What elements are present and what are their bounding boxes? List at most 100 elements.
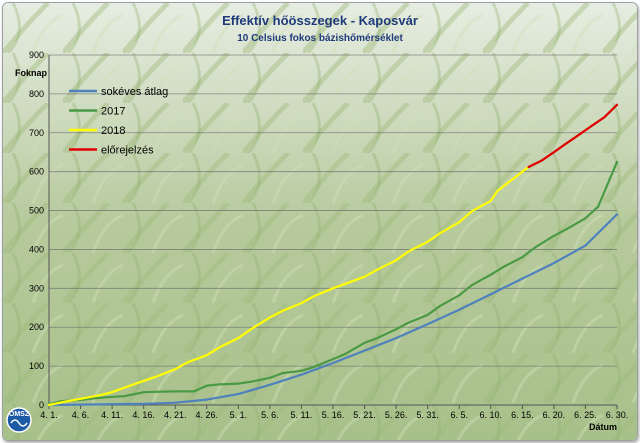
x-tick-label: 4. 6. xyxy=(72,410,90,420)
data-point xyxy=(502,265,505,268)
data-point xyxy=(603,116,606,119)
y-tick-label: 900 xyxy=(29,50,44,60)
data-point xyxy=(332,362,334,364)
x-tick-label: 4. 21. xyxy=(164,410,187,420)
x-tick-label: 6. 15. xyxy=(511,410,534,420)
data-point xyxy=(521,277,524,280)
data-point xyxy=(111,391,114,394)
x-tick-label: 5. 26. xyxy=(385,410,408,420)
data-point xyxy=(489,293,492,296)
data-point xyxy=(470,284,473,287)
y-tick-label: 100 xyxy=(29,361,44,371)
legend-label: előrejelzés xyxy=(101,145,154,157)
data-point xyxy=(590,124,593,127)
data-point xyxy=(300,302,303,305)
x-tick-label: 5. 11. xyxy=(291,410,313,420)
data-point xyxy=(281,372,284,375)
x-tick-label: 6. 30. xyxy=(606,410,629,420)
x-tick-label: 4. 11. xyxy=(101,410,123,420)
data-point xyxy=(426,323,429,326)
y-tick-label: 700 xyxy=(29,128,44,138)
data-point xyxy=(521,256,524,259)
omsz-logo-wave-icon xyxy=(10,419,28,427)
y-tick-label: 0 xyxy=(39,400,44,410)
data-point xyxy=(363,349,366,352)
data-point xyxy=(534,246,536,249)
data-point xyxy=(616,160,618,163)
data-point xyxy=(281,309,284,312)
data-point xyxy=(407,250,410,253)
data-point xyxy=(496,190,499,193)
data-point xyxy=(98,394,101,397)
x-tick-label: 4. 16. xyxy=(132,410,155,420)
legend: sokéves átlag 2017 2018 előrejelzés xyxy=(69,86,168,157)
data-point xyxy=(489,199,492,202)
axes xyxy=(48,55,617,406)
x-tick-label: 6. 20. xyxy=(543,410,566,420)
data-point xyxy=(174,401,177,404)
data-point xyxy=(565,228,568,231)
y-tick-label: 800 xyxy=(29,89,44,99)
legend-label: 2018 xyxy=(101,125,125,137)
chart-background-texture xyxy=(3,3,637,440)
data-point xyxy=(616,103,618,106)
data-point xyxy=(458,294,461,297)
data-point xyxy=(79,403,82,406)
series-line-3 xyxy=(527,103,619,169)
data-point xyxy=(395,259,398,262)
data-point xyxy=(155,390,158,393)
series-lines xyxy=(47,103,619,407)
data-point xyxy=(395,337,398,340)
data-point xyxy=(237,382,240,385)
line-chart: Effektív hőösszegek - Kaposvár 10 Celsiu… xyxy=(3,3,637,440)
data-point xyxy=(268,316,271,319)
x-tick-label: 5. 1. xyxy=(230,410,248,420)
data-point xyxy=(458,308,461,311)
data-point xyxy=(66,400,69,403)
x-tick-label: 5. 6. xyxy=(261,410,279,420)
y-tick-label: 200 xyxy=(29,322,44,332)
y-tick-label: 500 xyxy=(29,206,44,216)
data-point xyxy=(552,151,555,154)
data-point xyxy=(363,275,366,278)
data-point xyxy=(597,205,600,208)
data-point xyxy=(250,380,252,383)
data-point xyxy=(218,346,221,349)
data-point xyxy=(407,321,410,324)
x-tick-label: 4. 1. xyxy=(40,410,58,420)
x-tick-label: 4. 26. xyxy=(196,410,219,420)
data-point xyxy=(313,295,316,298)
data-point xyxy=(584,217,587,220)
data-point xyxy=(332,287,334,290)
data-point xyxy=(300,369,303,372)
y-tick-label: 300 xyxy=(29,283,44,293)
x-tick-label: 5. 21. xyxy=(353,410,376,420)
data-point xyxy=(552,262,555,265)
x-axis-ticks: 4. 1. 4. 6. 4. 11. 4. 16. 4. 21. 4. 26. 5. 1. 5… xyxy=(40,405,628,420)
data-point xyxy=(205,384,208,387)
x-tick-label: 6. 25. xyxy=(574,410,597,420)
x-tick-label: 5. 31. xyxy=(416,410,439,420)
data-point xyxy=(489,273,492,276)
data-point xyxy=(376,337,379,340)
legend-label: 2017 xyxy=(101,106,125,118)
omsz-logo: OMSZ xyxy=(6,407,32,433)
data-point xyxy=(527,166,530,168)
data-point xyxy=(552,234,555,237)
x-tick-label: 5. 16. xyxy=(322,410,345,420)
data-point xyxy=(205,354,208,357)
data-point xyxy=(376,268,379,271)
data-point xyxy=(111,395,114,398)
data-point xyxy=(268,383,271,386)
data-point xyxy=(584,244,587,247)
legend-label: sokéves átlag xyxy=(101,86,168,98)
data-point xyxy=(344,282,347,285)
data-point xyxy=(578,133,581,136)
data-point xyxy=(250,328,252,331)
data-point xyxy=(142,391,145,394)
data-point xyxy=(616,213,618,216)
data-point xyxy=(313,365,316,368)
data-point xyxy=(395,328,398,331)
data-point xyxy=(111,403,114,406)
